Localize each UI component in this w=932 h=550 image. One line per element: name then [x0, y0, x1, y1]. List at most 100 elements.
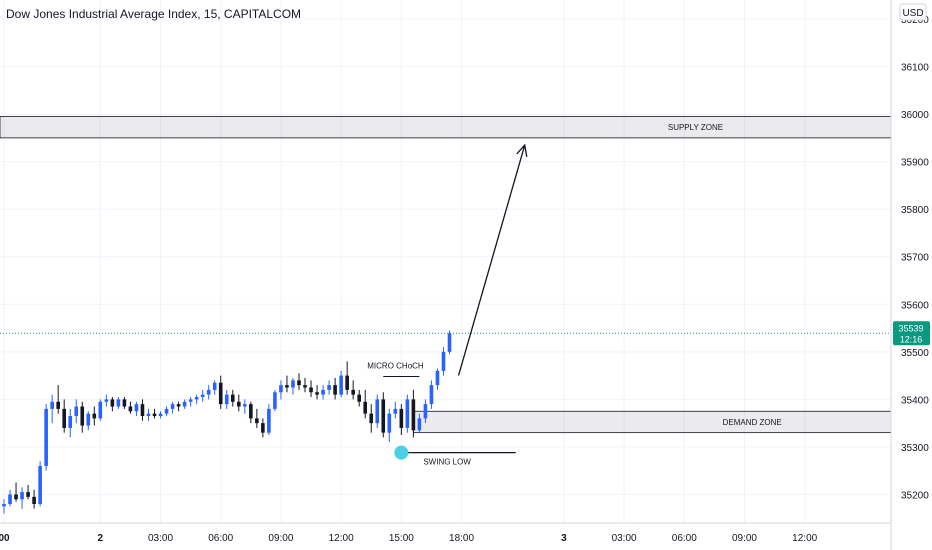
candle-body — [411, 399, 416, 431]
candle-body — [116, 399, 121, 407]
candle-body — [218, 382, 223, 405]
candle-body — [267, 408, 271, 433]
candle-body — [399, 408, 404, 428]
bar-countdown: 12:16 — [900, 334, 923, 344]
time-axis[interactable]: 00 2 03:00 06:00 09:00 12:00 15:00 18:00 3 03:00 0… — [0, 533, 818, 544]
zones: SUPPLY ZONE DEMAND ZONE — [0, 116, 892, 434]
candle-body — [351, 389, 355, 395]
candle-body — [170, 404, 175, 409]
candle-body — [146, 413, 151, 417]
projection-arrowhead — [516, 143, 528, 157]
candle-body — [56, 401, 60, 409]
candle-body — [423, 404, 428, 419]
x-tick-label: 15:00 — [389, 533, 414, 544]
candle-body — [224, 394, 229, 405]
x-tick-label: 12:00 — [792, 533, 817, 544]
candle-body — [303, 385, 307, 388]
y-tick-label: 36000 — [901, 110, 929, 121]
candle-body — [68, 416, 73, 428]
candle-body — [80, 406, 85, 426]
price-axis[interactable]: 35200 35300 35400 35500 35600 35700 35800 35900… — [893, 15, 930, 501]
candle-body — [86, 413, 91, 426]
candle-body — [417, 418, 422, 431]
candle-body — [158, 413, 163, 417]
candle-body — [8, 494, 12, 504]
x-tick-label: 06:00 — [672, 533, 697, 544]
candle-body — [152, 413, 157, 417]
candle-body — [345, 375, 349, 390]
x-tick-label: 03:00 — [612, 533, 637, 544]
candle-body — [164, 408, 169, 414]
candle-body — [405, 399, 410, 428]
candle-body — [32, 496, 36, 504]
y-tick-label: 35700 — [901, 253, 929, 264]
candle-body — [309, 387, 313, 393]
y-tick-label: 35900 — [901, 158, 929, 169]
x-tick-label: 06:00 — [208, 533, 233, 544]
candle-body — [381, 399, 386, 433]
y-tick-label: 35500 — [901, 348, 929, 359]
x-tick-label: 09:00 — [732, 533, 757, 544]
candle-body — [212, 382, 217, 390]
y-tick-label: 35600 — [901, 300, 929, 311]
candle-body — [50, 401, 54, 409]
candle-body — [26, 492, 30, 497]
x-tick-label: 12:00 — [329, 533, 354, 544]
candle-body — [110, 399, 115, 407]
demand-zone — [412, 410, 892, 434]
candle-body — [291, 380, 295, 388]
candle-body — [200, 394, 205, 398]
swing-low-label: SWING LOW — [423, 458, 471, 467]
candle-body — [387, 413, 392, 433]
candle-body — [74, 406, 79, 417]
x-tick-label: 00 — [0, 533, 10, 544]
last-price-badge[interactable] — [893, 321, 930, 346]
candle-body — [441, 351, 446, 371]
currency-label: USD — [902, 8, 923, 19]
candles — [2, 330, 452, 514]
y-tick-label: 35400 — [901, 395, 929, 406]
candle-body — [62, 408, 67, 428]
last-price-value: 35539 — [898, 323, 923, 333]
candle-body — [279, 385, 283, 393]
x-tick-label: 3 — [561, 533, 567, 544]
candle-body — [14, 494, 18, 500]
candle-body — [230, 394, 235, 402]
candle-body — [249, 404, 253, 419]
candle-body — [321, 389, 325, 395]
candle-body — [297, 380, 301, 386]
candle-body — [369, 413, 374, 424]
annotations: MICRO CHoCH SWING LOW — [0, 143, 891, 467]
y-tick-label: 35200 — [901, 490, 929, 501]
candle-body — [393, 408, 398, 414]
candle-body — [447, 333, 452, 352]
candle-body — [2, 503, 6, 507]
candle-body — [339, 375, 343, 395]
x-tick-label: 2 — [98, 533, 104, 544]
y-tick-label: 36100 — [901, 63, 929, 74]
x-tick-label: 18:00 — [449, 533, 474, 544]
candle-body — [182, 401, 187, 407]
candle-body — [261, 423, 265, 433]
candle-body — [273, 392, 277, 409]
candle-body — [357, 394, 362, 402]
x-tick-label: 09:00 — [268, 533, 293, 544]
supply-zone — [0, 116, 892, 139]
candle-body — [128, 406, 133, 412]
candle-body — [38, 465, 42, 504]
candle-body — [104, 399, 109, 402]
candle-body — [315, 392, 319, 395]
currency-box[interactable] — [899, 3, 927, 21]
candle-body — [206, 389, 211, 395]
candle-body — [333, 385, 337, 395]
candle-body — [176, 404, 181, 407]
candle-body — [285, 385, 289, 388]
candle-body — [363, 401, 368, 414]
candle-body — [429, 385, 434, 405]
candle-body — [243, 404, 247, 407]
projection-arrow — [457, 144, 526, 376]
candle-body — [194, 397, 199, 400]
x-tick-label: 03:00 — [148, 533, 173, 544]
y-tick-label: 36200 — [901, 15, 929, 26]
